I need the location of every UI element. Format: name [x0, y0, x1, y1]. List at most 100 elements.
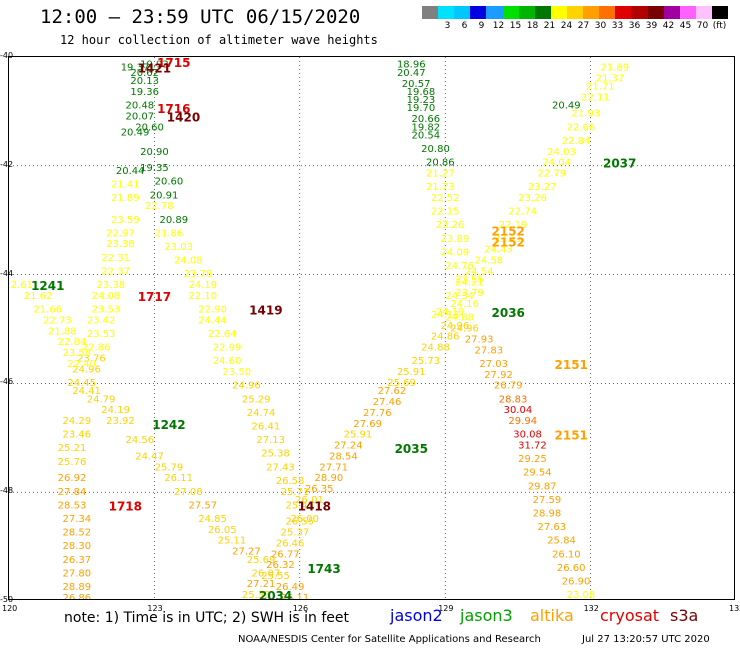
wave-height-value: 20.07: [126, 111, 155, 122]
wave-height-value: 26.58: [276, 476, 305, 487]
color-swatch: [631, 6, 648, 19]
pass-time-label: 1419: [249, 304, 282, 318]
wave-height-value: 22.78: [145, 201, 174, 212]
latitude-tick-label: -40: [0, 51, 14, 60]
wave-height-value: 20.44: [116, 166, 145, 177]
wave-height-value: 22.99: [213, 343, 242, 354]
wave-height-value: 25.91: [344, 430, 373, 441]
wave-height-value: 19.35: [140, 163, 169, 174]
wave-height-value: 23.03: [164, 242, 193, 253]
wave-height-value: 21.73: [426, 182, 455, 193]
wave-height-value: 21.89: [601, 62, 630, 73]
wave-height-value: 22.74: [508, 207, 537, 218]
wave-height-value: 29.25: [518, 454, 547, 465]
color-swatch: [663, 6, 680, 19]
wave-height-value: 22.11: [581, 92, 610, 103]
wave-height-value: 23.79: [455, 288, 484, 299]
generation-date: Jul 27 13:20:57 UTC 2020: [582, 634, 710, 645]
wave-height-value: 28.52: [63, 528, 92, 539]
wave-height-value: 23.59: [111, 215, 140, 226]
wave-height-value: 27.43: [266, 462, 295, 473]
wave-height-value: 27.80: [63, 568, 92, 579]
wave-height-value: 27.92: [484, 370, 513, 381]
color-swatch: [486, 6, 503, 19]
wave-height-value: 24.44: [198, 315, 227, 326]
wave-height-value: 24.60: [213, 356, 242, 367]
map-frame: 19.93 19.37 20.62 20.13 19.36 20.48 20.07 20.60…: [8, 56, 735, 600]
wave-height-value: 25.37: [281, 528, 310, 539]
wave-height-value: 25.55: [261, 571, 290, 582]
wave-height-value: 29.54: [523, 468, 552, 479]
wave-height-value: 26.77: [271, 549, 300, 560]
wave-height-value: 24.96: [450, 324, 479, 335]
wave-height-value: 20.47: [397, 68, 426, 79]
wave-height-value: 24.03: [547, 147, 576, 158]
wave-height-value: 27.24: [334, 441, 363, 452]
wave-height-value: 26.00: [290, 514, 319, 525]
wave-height-value: 23.53: [87, 329, 116, 340]
wave-height-value: 25.29: [242, 394, 271, 405]
pass-time-label: 1717: [138, 290, 171, 304]
wave-height-value: 26.07: [252, 568, 281, 579]
color-scale-label: 30: [594, 21, 607, 31]
color-swatch: [518, 6, 535, 19]
wave-height-value: 22.86: [82, 343, 111, 354]
wave-height-value: 24.79: [87, 394, 116, 405]
wave-height-value: 19.93: [140, 60, 169, 71]
wave-height-value: 26.55: [285, 517, 314, 528]
wave-height-value: 23.55: [455, 275, 484, 286]
wave-height-value: 25.69: [247, 555, 276, 566]
wave-height-value: 27.27: [232, 547, 261, 558]
wave-height-value: 24.29: [63, 416, 92, 427]
longitude-tick-label: 126: [292, 604, 309, 613]
pass-time-label: 2152: [492, 236, 525, 250]
wave-height-value: 24.13: [431, 310, 460, 321]
wave-height-value: 30.04: [504, 405, 533, 416]
color-scale-label: 18: [526, 21, 539, 31]
wave-height-value: 20.89: [159, 215, 188, 226]
latitude-tick-label: -44: [0, 268, 14, 278]
pass-time-label: 2037: [603, 157, 636, 171]
color-scale-label: 33: [611, 21, 624, 31]
chart-title: 12:00 – 23:59 UTC 06/15/2020: [40, 6, 361, 28]
wave-height-value: 23.89: [441, 234, 470, 245]
wave-height-value: 21.66: [33, 305, 62, 316]
wave-height-value: 24.08: [92, 291, 121, 302]
color-scale-label: 45: [679, 21, 692, 31]
wave-height-value: 24.88: [421, 343, 450, 354]
wave-height-value: 26.41: [252, 421, 281, 432]
wave-height-value: 22.52: [431, 193, 460, 204]
wave-height-value: 24.16: [450, 299, 479, 310]
wave-height-value: 26.11: [164, 473, 193, 484]
wave-height-value: 22.15: [431, 207, 460, 218]
wave-height-value: 22.37: [101, 266, 130, 277]
wave-height-value: 24.74: [247, 408, 276, 419]
pass-time-label: 1743: [307, 562, 340, 576]
wave-height-value: 24.58: [474, 256, 503, 267]
wave-height-value: 24.19: [101, 405, 130, 416]
wave-height-value: 24.56: [126, 435, 155, 446]
color-swatch: [583, 6, 600, 19]
wave-height-value: 20.80: [421, 144, 450, 155]
map-plot: 19.9319.3720.6220.1319.3620.4820.0720.60…: [9, 57, 734, 600]
wave-height-value: 22.97: [106, 228, 135, 239]
wave-height-value: 19.23: [407, 95, 436, 106]
pass-time-label: 1421: [138, 61, 171, 75]
wave-height-value: 23.58: [63, 348, 92, 359]
color-swatch: [599, 6, 616, 19]
wave-height-value: 19.70: [407, 103, 436, 114]
wave-height-value: 24.19: [436, 307, 465, 318]
wave-height-value: 24.21: [455, 277, 484, 288]
wave-height-value: 25.73: [411, 356, 440, 367]
color-swatch: [534, 6, 551, 19]
longitude-tick-label: 132: [583, 604, 599, 613]
wave-height-value: 21.93: [571, 109, 600, 120]
wave-height-value: 25.91: [397, 367, 426, 378]
wave-height-value: 28.90: [315, 473, 344, 484]
wave-height-value: 23.38: [106, 239, 135, 250]
wave-height-value: 23.46: [63, 430, 92, 441]
color-scale-bar: [422, 6, 729, 19]
wave-height-value: 22.73: [43, 315, 72, 326]
wave-height-value: 25.33: [242, 590, 271, 600]
wave-height-value: 24.86: [431, 332, 460, 343]
